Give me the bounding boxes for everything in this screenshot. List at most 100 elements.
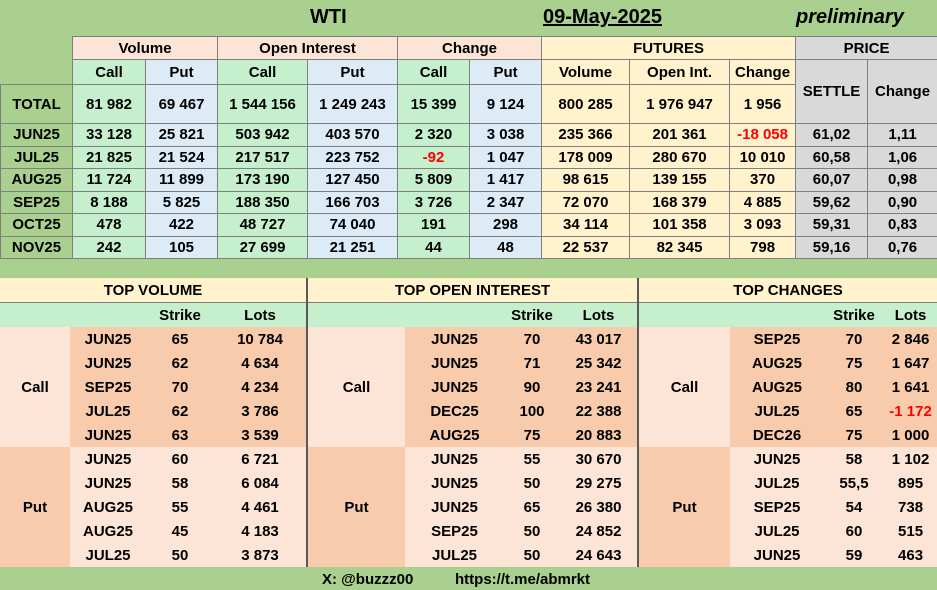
month-cell: AUG25 [70, 519, 146, 543]
strike-cell: 63 [146, 423, 214, 447]
month-cell: 168 379 [629, 190, 731, 214]
strike-cell: 55 [146, 495, 214, 519]
put-label: Put [637, 447, 731, 567]
subheader-settle: SETTLE [795, 59, 869, 124]
subheader-call: Call [397, 59, 471, 85]
month-cell: DEC26 [730, 423, 825, 447]
strike-cell: 50 [504, 471, 561, 495]
month-cell: 25 821 [144, 123, 219, 147]
section-top-open-interest: TOP OPEN INTEREST [306, 278, 639, 303]
total-cell: 81 982 [72, 84, 146, 124]
strike-cell: 70 [824, 327, 885, 351]
month-cell: 223 752 [307, 145, 399, 169]
month-cell: SEP25 [730, 327, 825, 351]
month-cell: 61,02 [795, 123, 869, 147]
month-cell: 2 320 [397, 123, 471, 147]
month-cell: 166 703 [307, 190, 399, 214]
strike-cell: 58 [824, 447, 885, 471]
subheader-fut-change: Change [729, 59, 797, 85]
header-volume: Volume [71, 36, 219, 60]
month-cell: 201 361 [629, 123, 731, 147]
subheader-call: Call [217, 59, 309, 85]
month-cell: JUL25 [730, 399, 825, 423]
month-cell: AUG25 [70, 495, 146, 519]
subheader-fut-open-int: Open Int. [629, 59, 731, 85]
month-cell: 478 [72, 213, 146, 237]
month-cell: 33 128 [72, 123, 146, 147]
month-cell: 27 699 [217, 235, 309, 259]
month-cell: 5 809 [397, 168, 471, 192]
strike-cell: 55 [504, 447, 561, 471]
strike-cell: 45 [146, 519, 214, 543]
top-list-row: JUL25 50 3 873 JUL25 50 24 643 JUN25 59 463 [0, 543, 937, 567]
top-list-row: AUG25 45 4 183 SEP25 50 24 852 JUL25 60 515 [0, 519, 937, 543]
lots-cell: 1 641 [884, 375, 937, 399]
month-cell: 1,06 [867, 145, 937, 169]
month-cell: 3 038 [469, 123, 543, 147]
month-row: SEP25 8 188 5 825 188 350 166 703 3 726 2 347 7… [0, 190, 937, 214]
subheader-put: Put [144, 59, 219, 85]
month-cell: JUN25 [405, 351, 505, 375]
lots-cell: 4 634 [214, 351, 308, 375]
strike-cell: 90 [504, 375, 561, 399]
month-label: NOV25 [0, 235, 73, 259]
lots-cell: 23 241 [560, 375, 639, 399]
month-label: AUG25 [0, 168, 73, 192]
lots-cell: 738 [884, 495, 937, 519]
month-cell: 127 450 [307, 168, 399, 192]
strike-cell: 75 [504, 423, 561, 447]
month-cell: 22 537 [541, 235, 631, 259]
month-cell: 48 727 [217, 213, 309, 237]
month-cell: JUN25 [405, 471, 505, 495]
lots-cell: 2 846 [884, 327, 937, 351]
month-cell: 370 [729, 168, 797, 192]
call-label: Call [0, 327, 70, 447]
top-list-row: JUL25 62 3 786 DEC25 100 22 388 JUL25 65 -1 172 [0, 399, 937, 423]
month-cell: JUN25 [70, 447, 146, 471]
section-top-volume: TOP VOLUME [0, 278, 308, 303]
month-cell: 173 190 [217, 168, 309, 192]
month-cell: AUG25 [730, 375, 825, 399]
month-cell: 101 358 [629, 213, 731, 237]
telegram-link[interactable]: https://t.me/abmrkt [455, 571, 591, 588]
strike-header: Strike [504, 302, 561, 327]
strike-cell: 55,5 [824, 471, 885, 495]
report-date: 09-May-2025 [543, 6, 662, 28]
month-cell: SEP25 [405, 519, 505, 543]
month-cell: 44 [397, 235, 471, 259]
strike-cell: 65 [146, 327, 214, 351]
top-list-row: Call JUN25 65 10 784 Call JUN25 70 43 017 Call SE… [0, 327, 937, 447]
month-cell: JUN25 [70, 471, 146, 495]
subheader-fut-volume: Volume [541, 59, 631, 85]
month-cell: JUN25 [405, 327, 505, 351]
lots-cell: 20 883 [560, 423, 639, 447]
lots-cell: 1 000 [884, 423, 937, 447]
strike-cell: 71 [504, 351, 561, 375]
month-label: JUL25 [0, 145, 73, 169]
strike-cell: 65 [824, 399, 885, 423]
total-cell: 1 976 947 [629, 84, 731, 124]
month-cell: 21 251 [307, 235, 399, 259]
month-row: AUG25 11 724 11 899 173 190 127 450 5 809 1 41… [0, 168, 937, 192]
lots-cell: 43 017 [560, 327, 639, 351]
month-label: SEP25 [0, 190, 73, 214]
month-cell: 3 726 [397, 190, 471, 214]
lots-cell: -1 172 [884, 399, 937, 423]
month-cell: 1,11 [867, 123, 937, 147]
month-cell: JUN25 [405, 495, 505, 519]
month-cell: 59,16 [795, 235, 869, 259]
month-cell: 59,62 [795, 190, 869, 214]
page-title: WTI [310, 6, 347, 28]
month-cell: 217 517 [217, 145, 309, 169]
month-cell: AUG25 [405, 423, 505, 447]
month-label: JUN25 [0, 123, 73, 147]
month-cell: 280 670 [629, 145, 731, 169]
month-row: JUN25 33 128 25 821 503 942 403 570 2 320 3 03… [0, 123, 937, 147]
month-cell: 74 040 [307, 213, 399, 237]
month-row: NOV25 242 105 27 699 21 251 44 48 22 537 82 345 7… [0, 235, 937, 259]
lots-cell: 4 234 [214, 375, 308, 399]
subheader-put: Put [307, 59, 399, 85]
month-cell: -18 058 [729, 123, 797, 147]
month-cell: JUL25 [405, 543, 505, 567]
month-cell: 403 570 [307, 123, 399, 147]
